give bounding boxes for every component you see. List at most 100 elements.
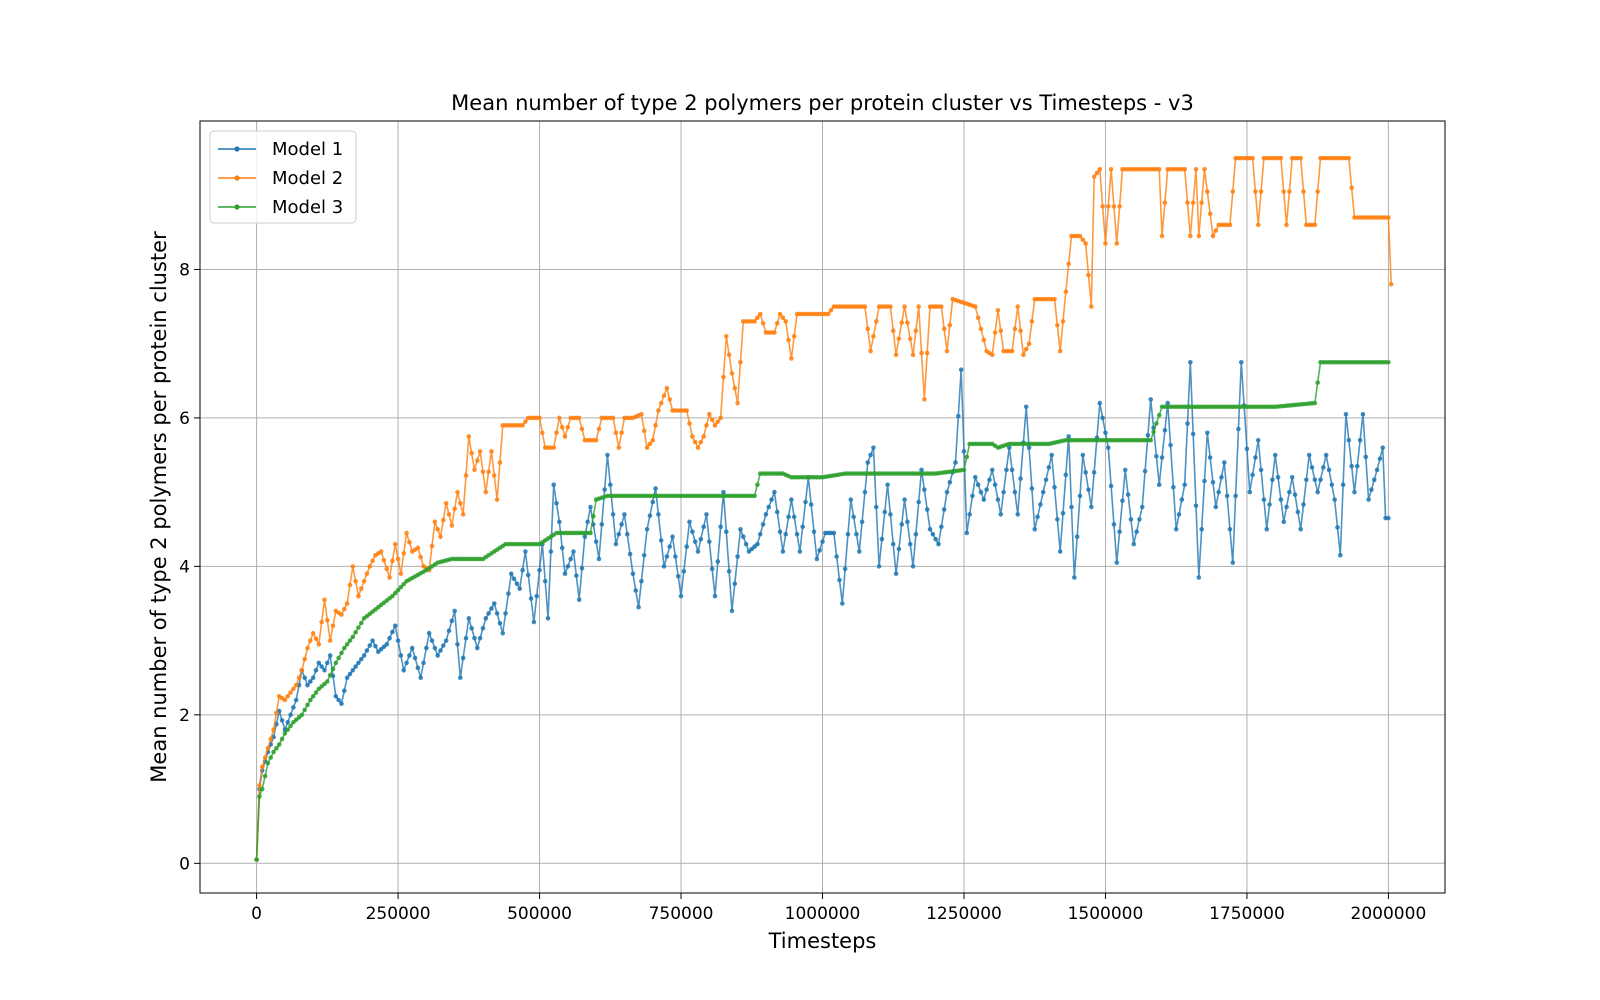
- data-point: [1222, 460, 1227, 465]
- data-point: [1386, 215, 1391, 220]
- data-point: [718, 524, 723, 530]
- data-point: [344, 642, 350, 647]
- data-point: [517, 586, 523, 591]
- data-point: [1023, 346, 1029, 352]
- data-point: [1100, 415, 1105, 421]
- data-point: [910, 564, 916, 569]
- data-point: [690, 529, 695, 535]
- data-point: [358, 656, 364, 662]
- data-point: [692, 439, 698, 445]
- data-point: [774, 320, 780, 326]
- data-point: [831, 530, 837, 536]
- data-point: [1097, 166, 1103, 172]
- series-1: [254, 359, 1391, 862]
- data-point: [888, 512, 893, 517]
- data-point: [1083, 470, 1088, 475]
- data-point: [274, 710, 279, 716]
- data-point: [896, 336, 902, 342]
- data-point: [1046, 465, 1052, 470]
- data-point: [1238, 359, 1244, 365]
- data-point: [1349, 185, 1354, 191]
- data-point: [559, 545, 565, 551]
- data-point: [1352, 489, 1357, 495]
- data-point: [429, 638, 435, 643]
- data-point: [1015, 512, 1021, 517]
- data-point: [593, 539, 599, 544]
- y-tick-label: 8: [179, 260, 190, 280]
- data-point: [418, 554, 424, 560]
- data-point: [757, 531, 763, 537]
- data-point: [876, 564, 882, 569]
- data-point: [729, 371, 735, 376]
- data-point: [1301, 189, 1306, 194]
- data-point: [1374, 467, 1380, 473]
- data-point: [777, 529, 783, 535]
- data-point: [1080, 237, 1086, 243]
- data-point: [644, 526, 650, 532]
- data-point: [475, 458, 480, 463]
- y-axis-label: Mean number of type 2 polymers per prote…: [147, 231, 171, 783]
- data-point: [534, 593, 540, 599]
- data-point: [692, 539, 698, 544]
- data-point: [1055, 322, 1060, 328]
- data-point: [548, 549, 554, 554]
- data-point: [316, 642, 322, 647]
- data-point: [1346, 437, 1352, 443]
- data-point: [800, 524, 805, 530]
- x-tick-label: 1500000: [1068, 904, 1144, 924]
- data-point: [1346, 155, 1352, 161]
- data-point: [1091, 470, 1097, 475]
- data-point: [1213, 228, 1219, 233]
- data-point: [856, 549, 862, 554]
- data-point: [466, 616, 472, 621]
- data-point: [407, 539, 412, 545]
- data-point: [1060, 510, 1066, 516]
- data-point: [412, 655, 418, 661]
- data-point: [772, 330, 777, 335]
- data-point: [735, 554, 740, 559]
- x-tick-label: 0: [251, 904, 262, 924]
- data-point: [1156, 482, 1162, 488]
- data-point: [1304, 477, 1309, 483]
- data-point: [1156, 166, 1162, 172]
- data-point: [1340, 482, 1346, 488]
- data-point: [834, 554, 839, 559]
- data-point: [1159, 455, 1165, 460]
- data-point: [828, 307, 834, 313]
- data-point: [1105, 445, 1111, 450]
- data-point: [455, 642, 460, 647]
- data-point: [438, 534, 443, 539]
- data-point: [707, 539, 712, 544]
- data-point: [684, 544, 689, 549]
- data-point: [681, 569, 687, 574]
- data-point: [395, 638, 401, 643]
- data-point: [1312, 477, 1318, 483]
- legend-label: Model 2: [272, 168, 343, 189]
- data-point: [463, 473, 469, 478]
- data-point: [944, 348, 950, 354]
- data-point: [596, 556, 602, 562]
- data-point: [947, 479, 953, 485]
- data-point: [1253, 189, 1258, 194]
- data-point: [313, 636, 319, 642]
- data-point: [350, 564, 356, 569]
- data-point: [1026, 445, 1032, 450]
- data-point: [401, 668, 407, 673]
- data-point: [726, 352, 732, 358]
- data-point: [279, 718, 285, 723]
- data-point: [531, 619, 537, 625]
- data-point: [460, 655, 466, 661]
- data-point: [774, 509, 780, 515]
- data-point: [432, 519, 438, 525]
- data-point: [639, 411, 644, 417]
- data-point: [924, 350, 930, 356]
- data-point: [554, 430, 559, 436]
- data-point: [981, 337, 987, 343]
- data-point: [554, 500, 559, 506]
- data-point: [593, 437, 599, 443]
- data-point: [486, 469, 491, 475]
- data-point: [322, 597, 327, 603]
- data-point: [1012, 489, 1018, 495]
- data-point: [347, 671, 353, 677]
- data-point: [760, 522, 766, 527]
